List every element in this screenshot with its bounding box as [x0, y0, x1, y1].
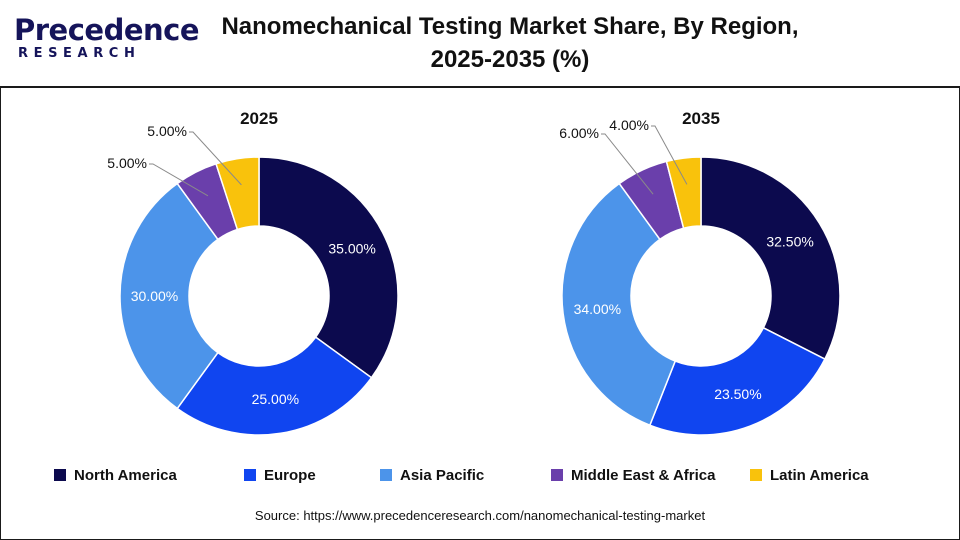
- chart-title: Nanomechanical Testing Market Share, By …: [210, 10, 810, 76]
- logo-subtitle: RESEARCH: [18, 46, 141, 61]
- leader-line: [651, 125, 688, 185]
- slice-label: 25.00%: [252, 391, 299, 407]
- legend-label: Latin America: [770, 466, 869, 484]
- legend-label: Middle East & Africa: [571, 466, 716, 484]
- slice-latin-america: [665, 156, 702, 230]
- leader-line: [189, 131, 242, 186]
- leader-line: [601, 133, 654, 195]
- slice-asia-pacific: [561, 182, 677, 427]
- chart-area: 2025 35.00% 25.00% 30.00% 5.00% 5.00% 2035 32.5…: [0, 88, 960, 468]
- slice-label: 35.00%: [328, 241, 375, 257]
- slice-label: 30.00%: [131, 288, 178, 304]
- slice-europe: [648, 326, 826, 436]
- donut-charts-svg: 2025 35.00% 25.00% 30.00% 5.00%5.00% 2035 32.5…: [107, 109, 841, 436]
- legend-label: Asia Pacific: [400, 466, 485, 484]
- slice-label: 5.00%: [107, 155, 147, 171]
- source-note: Source: https://www.precedenceresearch.c…: [254, 508, 706, 523]
- logo-wordmark: Precedence: [14, 13, 200, 47]
- legend-item-middle-east-africa: Middle East & Africa: [551, 464, 715, 486]
- legend-swatch: [750, 469, 762, 481]
- precedence-research-logo: Precedence RESEARCH: [14, 14, 200, 64]
- donut-chart-2035: 2035 32.50% 23.50% 34.00% 6.00% 4.00%: [559, 109, 841, 436]
- chart-title-line-2: 2025-2035 (%): [430, 46, 590, 73]
- slice-label: 4.00%: [609, 117, 649, 133]
- slice-asia-pacific: [119, 182, 219, 410]
- slice-label: 6.00%: [559, 125, 599, 141]
- header: Precedence RESEARCH Nanomechanical Testi…: [0, 0, 960, 88]
- donut-title: 2025: [240, 109, 278, 128]
- legend-label: North America: [74, 466, 177, 484]
- legend-swatch: [54, 469, 66, 481]
- slice-label: 5.00%: [147, 123, 187, 139]
- leader-line: [149, 163, 209, 197]
- legend-item-asia-pacific: Asia Pacific: [380, 464, 484, 486]
- legend-item-latin-america: Latin America: [750, 464, 869, 486]
- legend-label: Europe: [264, 466, 316, 484]
- slice-label: 23.50%: [714, 386, 761, 402]
- legend: North America Europe Asia Pacific Middle Ea…: [0, 464, 960, 486]
- slice-europe: [176, 336, 373, 436]
- legend-item-europe: Europe: [244, 464, 316, 486]
- legend-item-north-america: North America: [54, 464, 177, 486]
- slice-label: 34.00%: [574, 301, 621, 317]
- chart-title-line-1: Nanomechanical Testing Market Share, By …: [221, 13, 799, 40]
- slice-north-america: [700, 156, 841, 361]
- slice-label: 32.50%: [766, 233, 813, 249]
- donut-chart-2025: 2025 35.00% 25.00% 30.00% 5.00%5.00%: [107, 109, 399, 436]
- legend-swatch: [551, 469, 563, 481]
- slice-latin-america: [215, 156, 260, 231]
- donut-title: 2035: [682, 109, 720, 128]
- legend-swatch: [244, 469, 256, 481]
- slice-north-america: [258, 156, 399, 379]
- legend-swatch: [380, 469, 392, 481]
